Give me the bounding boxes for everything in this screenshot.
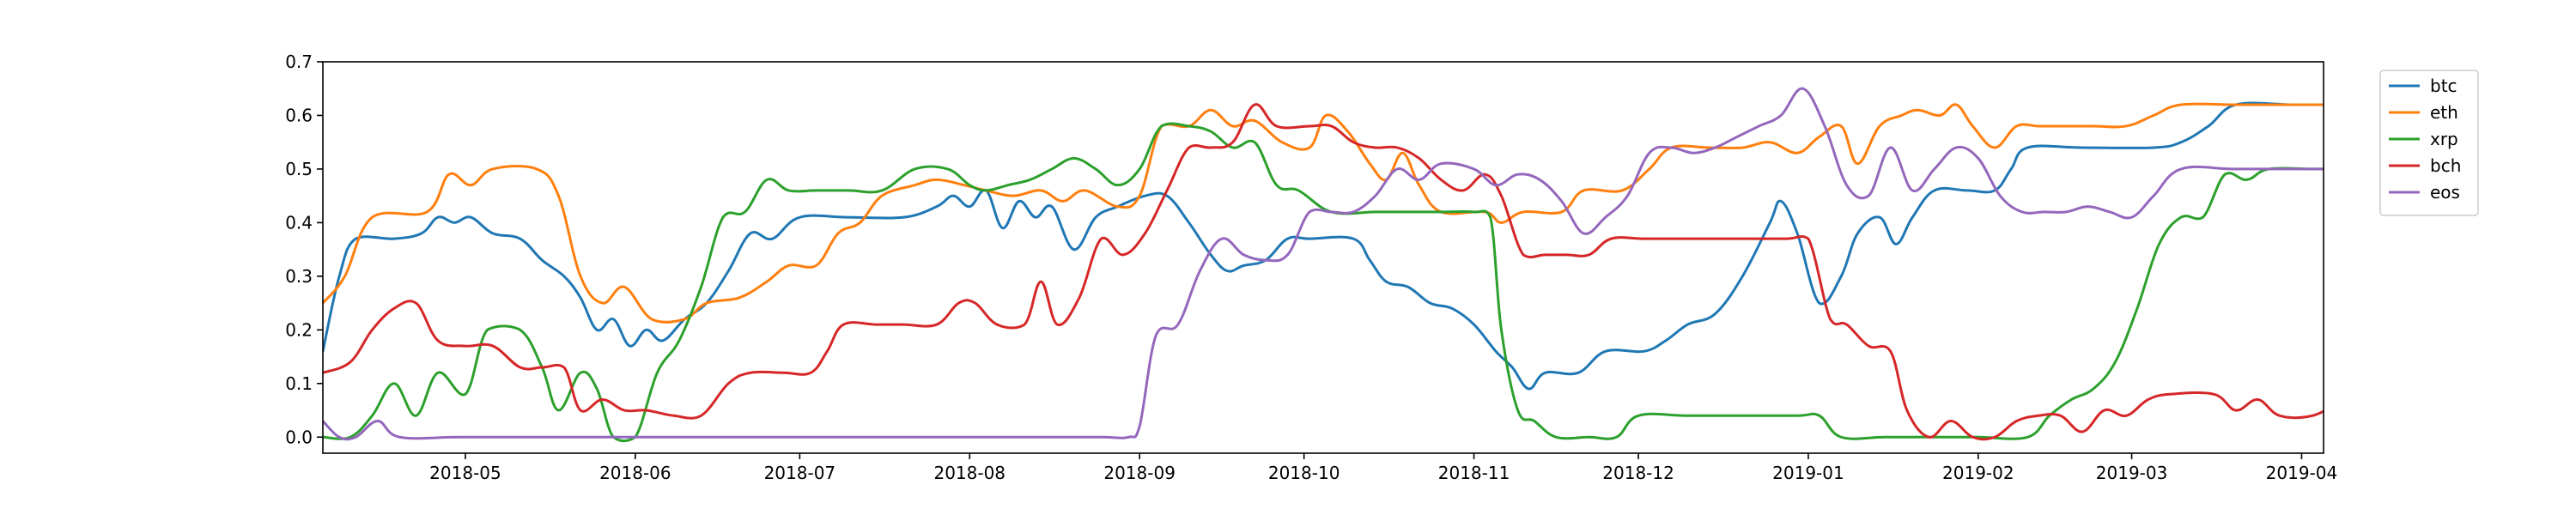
- x-tick-label: 2018-06: [599, 463, 671, 483]
- series-layer: [323, 87, 2324, 443]
- legend-label-eos: eos: [2430, 182, 2460, 203]
- x-tick-label: 2018-09: [1103, 463, 1176, 483]
- series-line-xrp: [323, 122, 2324, 443]
- x-tick-label: 2018-08: [933, 463, 1005, 483]
- x-tick-label: 2018-07: [764, 463, 836, 483]
- series-line-eth: [323, 102, 2324, 324]
- y-tick-label: 0.7: [285, 52, 313, 72]
- x-tick-label: 2019-04: [2266, 463, 2338, 483]
- series-line-btc: [323, 101, 2324, 391]
- y-tick-label: 0.3: [285, 266, 313, 287]
- x-tick-label: 2019-03: [2096, 463, 2168, 483]
- legend-label-bch: bch: [2430, 155, 2461, 176]
- y-tick-label: 0.0: [285, 427, 313, 447]
- legend-box: [2379, 70, 2479, 216]
- x-tick-label: 2018-11: [1438, 463, 1510, 483]
- legend-label-eth: eth: [2430, 102, 2458, 123]
- series-line-eos: [323, 87, 2324, 441]
- x-axis: 2018-05 2018-06 2018-07 2018-08 2018-09 2018-…: [429, 453, 2337, 483]
- y-tick-label: 0.4: [285, 212, 313, 233]
- x-tick-label: 2018-10: [1268, 463, 1340, 483]
- legend: btc eth xrp bch eos: [2379, 70, 2479, 216]
- axes-frame: [322, 61, 2324, 454]
- x-tick-label: 2018-12: [1602, 463, 1674, 483]
- series-line-bch: [323, 103, 2324, 441]
- y-tick-label: 0.1: [285, 373, 313, 394]
- x-tick-label: 2019-02: [1942, 463, 2014, 483]
- x-tick-label: 2018-05: [429, 463, 501, 483]
- y-axis: 0.0 0.1 0.2 0.3 0.4 0.5 0.6 0.7: [285, 52, 323, 447]
- x-tick-label: 2019-01: [1772, 463, 1844, 483]
- legend-label-btc: btc: [2430, 76, 2458, 96]
- y-tick-label: 0.6: [285, 105, 313, 125]
- legend-label-xrp: xrp: [2430, 129, 2458, 149]
- y-tick-label: 0.5: [285, 159, 313, 179]
- y-tick-label: 0.2: [285, 319, 313, 340]
